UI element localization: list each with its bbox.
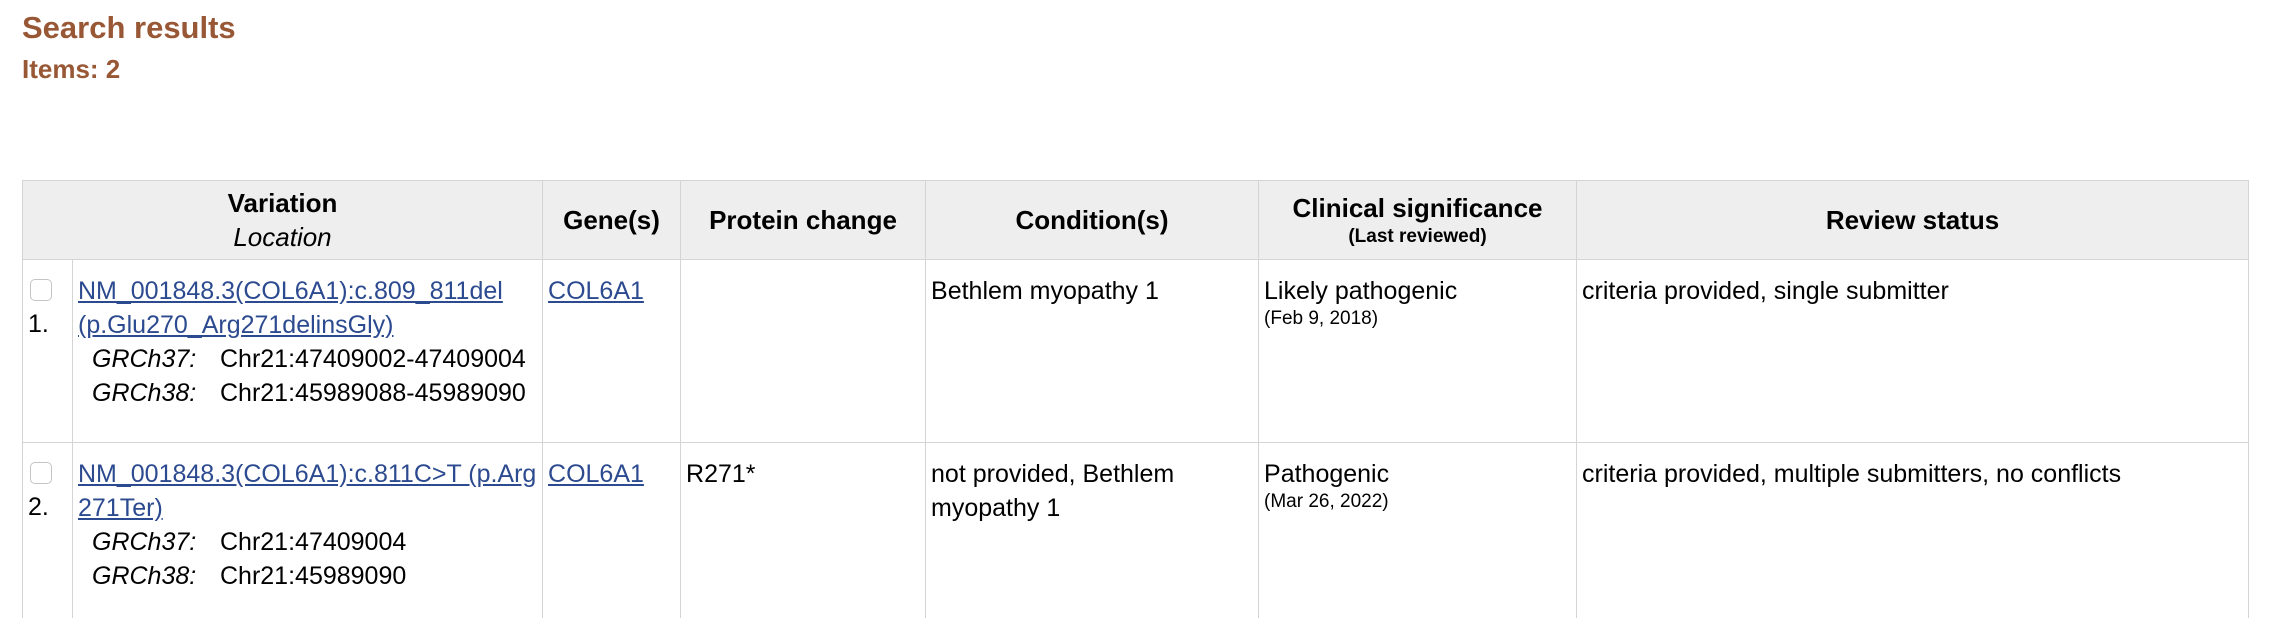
row-select-cell: 1. (22, 259, 73, 443)
significance-value: Likely pathogenic (1264, 277, 1458, 305)
grch37-value: Chr21:47409004 (220, 528, 407, 556)
grch37-location: GRCh37: Chr21:47409002-47409004 (78, 342, 537, 376)
variation-cell: NM_001848.3(COL6A1):c.809_811del (p.Glu2… (71, 259, 544, 443)
gene-link[interactable]: COL6A1 (548, 460, 644, 488)
protein-change-cell (680, 259, 927, 443)
variation-cell: NM_001848.3(COL6A1):c.811C>T (p.Arg271Te… (71, 442, 544, 618)
results-table: Variation Location Gene(s) Protein chang… (21, 180, 2250, 618)
grch38-location: GRCh38: Chr21:45989090 (78, 559, 537, 593)
grch37-location: GRCh37: Chr21:47409004 (78, 525, 537, 559)
column-header-protein-change[interactable]: Protein change (680, 180, 927, 260)
table-row: 2. NM_001848.3(COL6A1):c.811C>T (p.Arg27… (22, 442, 2250, 618)
column-header-variation-label: Variation (227, 188, 338, 218)
last-reviewed-date: (Feb 9, 2018) (1264, 308, 1379, 329)
column-header-variation[interactable]: Variation Location (21, 180, 544, 260)
row-select-cell: 2. (22, 442, 73, 618)
row-number: 2. (28, 493, 49, 521)
grch38-location: GRCh38: Chr21:45989088-45989090 (78, 376, 537, 410)
page-title: Search results (22, 10, 236, 45)
condition-cell: Bethlem myopathy 1 (925, 259, 1260, 443)
column-header-location-label: Location (233, 222, 332, 252)
clinical-significance-cell: Likely pathogenic (Feb 9, 2018) (1258, 259, 1578, 443)
items-count: Items: 2 (22, 54, 121, 84)
column-header-genes[interactable]: Gene(s) (542, 180, 682, 260)
gene-cell: COL6A1 (542, 259, 682, 443)
clinical-significance-cell: Pathogenic (Mar 26, 2022) (1258, 442, 1578, 618)
review-status-cell: criteria provided, multiple submitters, … (1576, 442, 2250, 618)
grch37-label: GRCh37: (92, 528, 197, 556)
significance-value: Pathogenic (1264, 460, 1390, 488)
grch38-label: GRCh38: (92, 562, 197, 590)
column-header-conditions[interactable]: Condition(s) (925, 180, 1260, 260)
column-header-clinical-significance[interactable]: Clinical significance (Last reviewed) (1258, 180, 1578, 260)
grch38-value: Chr21:45989090 (220, 562, 407, 590)
condition-cell: not provided, Bethlem myopathy 1 (925, 442, 1260, 618)
gene-link[interactable]: COL6A1 (548, 277, 644, 305)
grch38-label: GRCh38: (92, 379, 197, 407)
last-reviewed-date: (Mar 26, 2022) (1264, 491, 1389, 512)
gene-cell: COL6A1 (542, 442, 682, 618)
variation-link[interactable]: NM_001848.3(COL6A1):c.811C>T (p.Arg271Te… (78, 460, 537, 522)
table-row: 1. NM_001848.3(COL6A1):c.809_811del (p.G… (22, 259, 2250, 443)
review-status-cell: criteria provided, single submitter (1576, 259, 2250, 443)
column-header-clinical-significance-label: Clinical significance (1292, 193, 1543, 223)
protein-change-cell: R271* (680, 442, 927, 618)
grch37-value: Chr21:47409002-47409004 (220, 345, 526, 373)
table-header-row: Variation Location Gene(s) Protein chang… (21, 180, 2250, 260)
row-select-checkbox[interactable] (30, 279, 52, 301)
row-number: 1. (28, 310, 49, 338)
grch38-value: Chr21:45989088-45989090 (220, 379, 526, 407)
column-header-last-reviewed-label: (Last reviewed) (1348, 226, 1487, 247)
column-header-review-status[interactable]: Review status (1576, 180, 2250, 260)
row-select-checkbox[interactable] (30, 462, 52, 484)
variation-link[interactable]: NM_001848.3(COL6A1):c.809_811del (p.Glu2… (78, 277, 503, 339)
grch37-label: GRCh37: (92, 345, 197, 373)
